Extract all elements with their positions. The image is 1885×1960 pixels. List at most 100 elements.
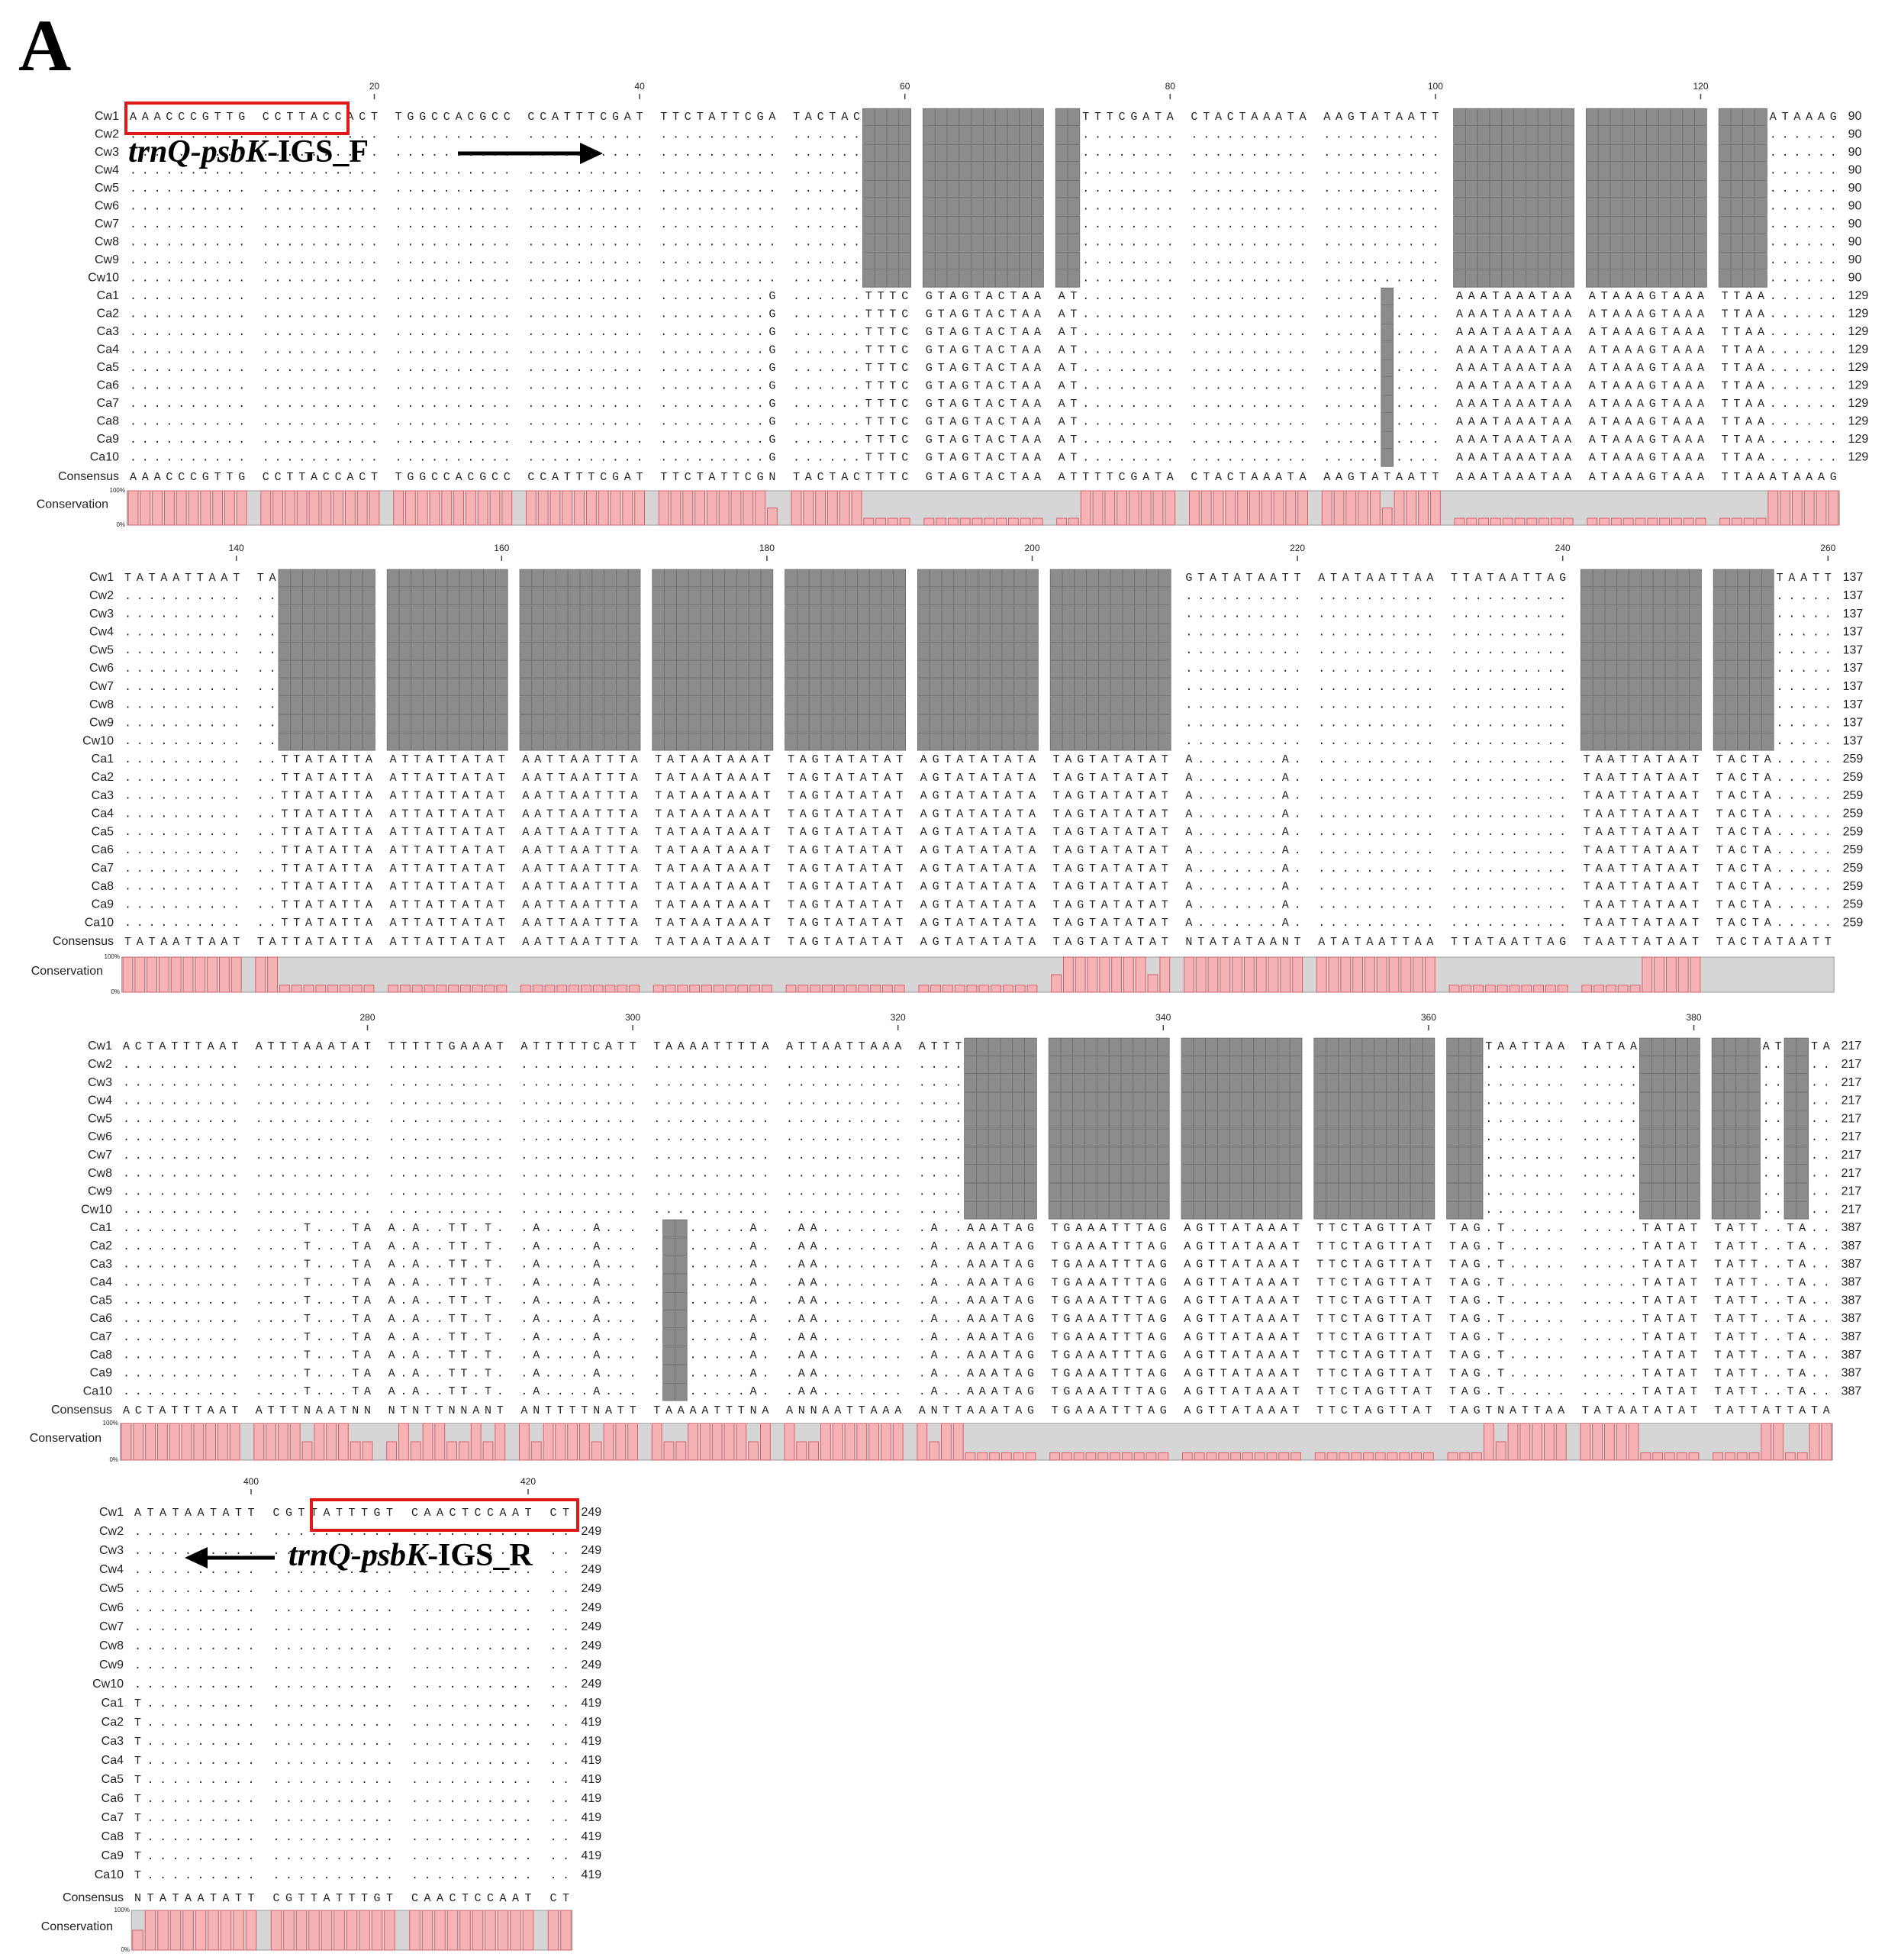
gap-cell xyxy=(1694,215,1707,234)
conservation-bar xyxy=(1587,517,1598,526)
gap-cell xyxy=(868,587,882,606)
conservation-bar xyxy=(1358,490,1368,526)
conservation-bar xyxy=(604,985,616,993)
gap-cell xyxy=(748,569,762,588)
gap-cell xyxy=(1349,1128,1363,1147)
gap-cell xyxy=(1664,696,1678,714)
gap-cell xyxy=(326,641,340,660)
conservation-bar xyxy=(1080,490,1091,526)
conservation-bar xyxy=(1278,1452,1290,1461)
gap-cell xyxy=(1374,1074,1387,1092)
conservation-bar xyxy=(670,490,682,526)
gap-cell xyxy=(1477,251,1490,270)
conservation-bar xyxy=(200,490,211,526)
row-label: Ca2 xyxy=(102,1716,124,1729)
gap-cell xyxy=(857,587,870,606)
row-label: Cw2 xyxy=(99,1525,124,1538)
conservation-bar xyxy=(543,1423,554,1461)
gap-cell xyxy=(1410,1092,1423,1111)
gap-cell xyxy=(1694,143,1707,163)
gap-cell xyxy=(760,587,774,606)
gap-cell xyxy=(1361,1056,1375,1075)
gap-cell xyxy=(1145,1165,1158,1183)
row-end: 129 xyxy=(1848,451,1869,464)
gap-cell xyxy=(1110,624,1123,642)
gap-cell xyxy=(1338,1165,1351,1183)
gap-cell xyxy=(1465,162,1478,180)
gap-cell xyxy=(862,179,875,198)
conservation-bar xyxy=(1097,1452,1109,1461)
gap-cell xyxy=(1013,641,1027,660)
gap-cell xyxy=(1658,179,1671,198)
gap-cell xyxy=(1592,624,1606,642)
gap-cell xyxy=(959,198,972,216)
conservation-bar xyxy=(923,517,935,526)
conservation-bar xyxy=(767,508,778,526)
conservation-bar xyxy=(1580,1423,1591,1461)
gap-cell xyxy=(1361,1146,1375,1165)
gap-cell xyxy=(724,605,737,624)
gap-cell xyxy=(785,678,798,697)
gap-cell xyxy=(893,624,907,642)
conservation-bar xyxy=(363,985,375,993)
gap-cell xyxy=(519,659,533,679)
gap-cell xyxy=(1465,126,1478,144)
gap-cell xyxy=(1157,1128,1170,1147)
gap-cell xyxy=(1796,1128,1809,1147)
gap-cell xyxy=(1133,1165,1146,1183)
gap-cell xyxy=(760,641,774,660)
gap-cell xyxy=(1513,251,1526,270)
gap-cell xyxy=(652,678,665,697)
gap-cell xyxy=(1526,126,1539,144)
gap-cell xyxy=(652,659,665,679)
gap-cell xyxy=(1217,1037,1230,1056)
gap-cell xyxy=(797,605,810,624)
conservation-bar xyxy=(169,1423,180,1461)
gap-cell xyxy=(471,659,484,679)
gap-cell xyxy=(567,732,581,751)
gap-cell xyxy=(543,624,556,642)
gap-cell xyxy=(1019,198,1033,216)
gap-cell xyxy=(1501,198,1515,216)
gap-cell xyxy=(278,569,292,588)
gap-cell xyxy=(435,659,448,679)
gap-cell xyxy=(1278,1092,1290,1111)
gap-cell xyxy=(1730,234,1744,252)
gap-cell xyxy=(675,1274,688,1292)
gap-cell xyxy=(290,569,303,588)
row-label: Ca7 xyxy=(92,862,114,875)
gap-cell xyxy=(1735,1074,1749,1092)
gap-cell xyxy=(1761,678,1774,697)
gap-cell xyxy=(929,714,942,733)
gap-cell xyxy=(1638,1201,1652,1220)
gap-cell xyxy=(591,641,604,660)
conservation-bar xyxy=(1290,1452,1301,1461)
conservation-bar xyxy=(334,1910,345,1951)
gap-cell xyxy=(1098,605,1111,624)
row-label: Cw3 xyxy=(89,608,114,621)
gap-cell xyxy=(1013,678,1027,697)
gap-cell xyxy=(1629,569,1642,588)
gap-cell xyxy=(748,659,762,679)
row-label: Cw10 xyxy=(82,734,114,747)
gap-cell xyxy=(941,732,955,751)
gap-cell xyxy=(874,251,888,270)
gap-cell xyxy=(820,659,834,679)
gap-cell xyxy=(965,678,978,697)
gap-cell xyxy=(435,587,448,606)
gap-cell xyxy=(976,1092,989,1111)
gap-cell xyxy=(1670,269,1684,288)
conservation-bar xyxy=(899,517,910,526)
gap-cell xyxy=(983,143,996,163)
gap-cell xyxy=(1580,696,1593,714)
gap-cell xyxy=(1278,1074,1290,1092)
gap-cell xyxy=(929,659,942,679)
gap-cell xyxy=(1675,1201,1689,1220)
gap-cell xyxy=(1634,179,1647,198)
position-label: 220 xyxy=(1290,543,1305,553)
consensus-label: Consensus xyxy=(53,935,114,948)
gap-cell xyxy=(459,605,472,624)
consensus-sequence: NTATAATATT CGTTATTTGT CAACTCCAAT CT xyxy=(134,1892,569,1905)
conservation-bar xyxy=(1008,517,1019,526)
gap-cell xyxy=(302,714,315,733)
